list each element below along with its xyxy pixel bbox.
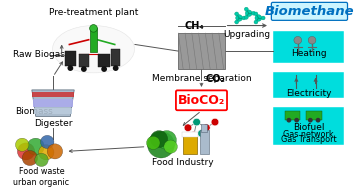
Bar	[285, 111, 300, 120]
Bar	[98, 54, 110, 67]
Bar	[64, 51, 76, 66]
Text: Biomass: Biomass	[15, 107, 52, 116]
Ellipse shape	[52, 26, 134, 73]
Bar	[202, 124, 207, 132]
Circle shape	[255, 15, 262, 21]
Text: CH₄: CH₄	[184, 22, 204, 32]
Text: Gas Transport: Gas Transport	[281, 135, 336, 144]
Bar	[111, 49, 121, 66]
Circle shape	[294, 36, 302, 44]
Circle shape	[90, 25, 97, 32]
Circle shape	[286, 118, 291, 122]
Circle shape	[147, 136, 160, 149]
Circle shape	[202, 124, 210, 132]
Circle shape	[27, 138, 44, 155]
Text: Raw Biogas: Raw Biogas	[13, 50, 66, 59]
Circle shape	[261, 16, 265, 20]
Text: Biofuel: Biofuel	[293, 123, 324, 132]
Bar	[33, 99, 73, 107]
Text: Electricity: Electricity	[286, 89, 331, 98]
Text: Food Industry: Food Industry	[152, 158, 214, 167]
Circle shape	[245, 10, 252, 17]
Bar	[183, 135, 197, 154]
Circle shape	[254, 12, 258, 16]
Circle shape	[113, 65, 119, 71]
Circle shape	[47, 144, 63, 159]
Text: Membrane separation: Membrane separation	[152, 74, 251, 83]
Polygon shape	[32, 90, 74, 116]
Circle shape	[294, 118, 299, 122]
Circle shape	[22, 150, 38, 166]
Circle shape	[39, 145, 54, 160]
Text: Pre-treatment plant: Pre-treatment plant	[49, 8, 138, 17]
Circle shape	[236, 15, 243, 21]
Circle shape	[308, 36, 316, 44]
Circle shape	[81, 66, 87, 72]
Bar	[90, 28, 97, 52]
Bar	[199, 130, 209, 154]
Circle shape	[242, 16, 246, 20]
Circle shape	[147, 132, 174, 158]
Circle shape	[254, 20, 258, 24]
Circle shape	[184, 124, 192, 132]
Circle shape	[41, 135, 54, 149]
Circle shape	[244, 15, 248, 19]
Circle shape	[193, 118, 201, 126]
Circle shape	[67, 65, 73, 71]
Text: Heating: Heating	[291, 49, 326, 58]
Circle shape	[244, 7, 248, 11]
Bar	[34, 108, 72, 115]
Circle shape	[308, 118, 313, 122]
FancyBboxPatch shape	[272, 2, 348, 20]
Text: CO₂: CO₂	[205, 74, 225, 84]
Text: Digester: Digester	[34, 119, 72, 128]
Circle shape	[235, 20, 239, 24]
Circle shape	[16, 138, 29, 151]
Text: Upgrading: Upgrading	[224, 30, 271, 39]
Text: BioCO₂: BioCO₂	[178, 94, 225, 107]
Bar	[307, 111, 322, 120]
Circle shape	[211, 118, 219, 126]
Circle shape	[316, 118, 320, 122]
Bar	[182, 132, 198, 137]
Circle shape	[164, 140, 177, 153]
Bar	[178, 33, 224, 69]
Circle shape	[101, 66, 107, 72]
Circle shape	[17, 143, 35, 160]
Circle shape	[35, 153, 48, 167]
Bar	[273, 107, 344, 145]
Text: Food waste
urban organic: Food waste urban organic	[13, 167, 70, 187]
Circle shape	[190, 132, 198, 139]
Circle shape	[157, 131, 176, 149]
Bar	[273, 31, 344, 63]
Text: Gas network: Gas network	[283, 130, 334, 139]
Circle shape	[198, 130, 205, 137]
Bar	[32, 92, 74, 98]
Bar	[273, 72, 344, 98]
Circle shape	[235, 12, 239, 16]
Bar	[79, 54, 89, 67]
Text: Biomethane: Biomethane	[265, 5, 354, 18]
Circle shape	[252, 11, 256, 15]
FancyBboxPatch shape	[176, 90, 227, 110]
Circle shape	[150, 131, 168, 148]
